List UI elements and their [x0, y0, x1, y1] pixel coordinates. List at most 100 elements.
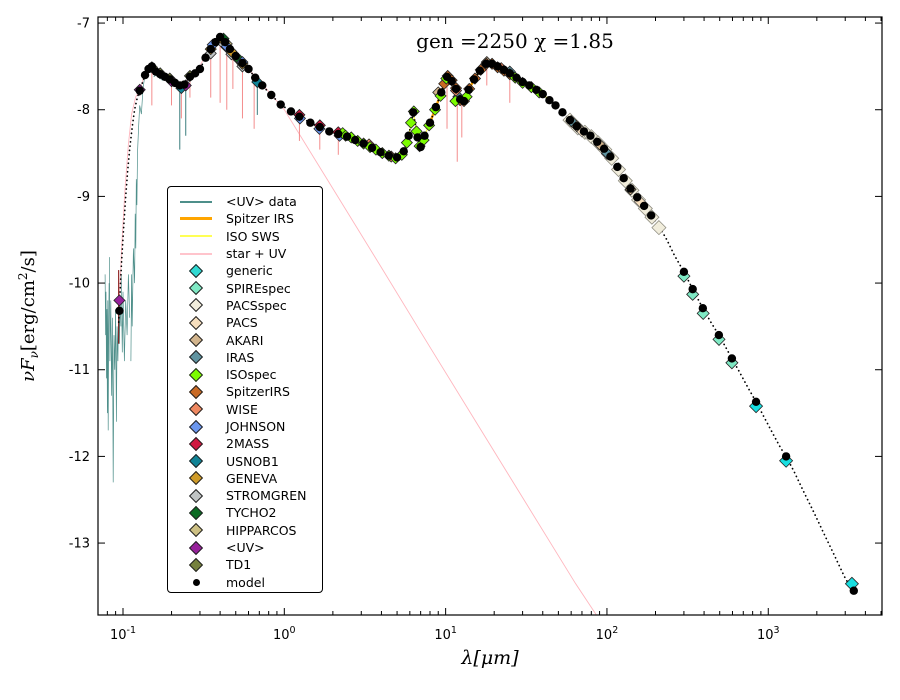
- legend-label: TD1: [226, 557, 252, 573]
- legend-diamond-swatch: [178, 315, 214, 330]
- x-tick-label: 10-1: [110, 625, 136, 643]
- marker-model-dots: [384, 151, 394, 160]
- marker-model-dots: [215, 32, 225, 42]
- y-tick-label: -10: [69, 277, 90, 292]
- marker-model-dots: [475, 66, 485, 75]
- marker-model-dots: [295, 112, 304, 121]
- marker-model-dots: [525, 81, 534, 90]
- legend-label: JOHNSON: [226, 419, 286, 434]
- legend-item-isospec: ISOspec: [178, 366, 322, 383]
- legend-diamond-swatch: [178, 523, 214, 538]
- marker-model-dots: [572, 122, 581, 131]
- marker-model-dots: [334, 129, 343, 139]
- marker-model-dots: [409, 108, 418, 117]
- marker-model-dots: [276, 100, 285, 109]
- marker-model-dots: [206, 44, 215, 54]
- series-uv-spectrum-noise: [130, 65, 152, 362]
- marker-model-dots: [416, 142, 425, 152]
- marker-model-dots: [632, 193, 642, 202]
- marker-model-dots: [592, 137, 602, 146]
- marker-model-dots: [392, 153, 402, 162]
- legend-item-stromgren: STROMGREN: [178, 487, 322, 504]
- marker-model-dots: [399, 147, 408, 156]
- x-axis-label: λ[μm]: [460, 647, 519, 669]
- marker-model-dots: [639, 201, 649, 211]
- legend-label: <UV>: [226, 540, 265, 556]
- legend-item-spirespec: SPIREspec: [178, 279, 322, 296]
- marker-model-dots: [626, 184, 635, 193]
- marker-model-dots: [231, 51, 240, 61]
- marker-model-dots: [244, 64, 253, 74]
- marker-model-dots: [714, 330, 724, 340]
- legend-item-2mass: 2MASS: [178, 435, 322, 452]
- y-tick-label: -12: [69, 450, 90, 465]
- marker-model-dots: [532, 85, 541, 95]
- marker-model-dots: [493, 62, 502, 71]
- x-tick-label: 100: [273, 625, 296, 643]
- legend-diamond-swatch: [178, 263, 214, 278]
- legend-label: PACSspec: [226, 297, 287, 313]
- marker-model-dots: [342, 132, 352, 141]
- marker-model-dots: [431, 102, 441, 112]
- marker-model-dots: [350, 135, 360, 145]
- marker-model-dots: [325, 127, 334, 136]
- legend-line-swatch: [178, 200, 214, 203]
- marker-pacsspec-points: [651, 220, 667, 236]
- marker-model-dots: [545, 96, 554, 105]
- series-uv-spectrum-noise: [120, 274, 131, 362]
- legend-label: STROMGREN: [226, 488, 307, 504]
- marker-model-dots: [565, 115, 575, 125]
- marker-model-dots: [849, 586, 858, 595]
- legend-item-td1: TD1: [178, 556, 322, 573]
- marker-model-dots: [413, 133, 422, 142]
- legend-label: HIPPARCOS: [226, 522, 297, 538]
- legend-label: <UV> data: [226, 194, 297, 210]
- legend-diamond-swatch: [178, 454, 214, 469]
- legend-label: WISE: [226, 401, 258, 417]
- marker-model-dots: [201, 53, 210, 62]
- marker-model-dots: [359, 139, 368, 148]
- legend-label: GENEVA: [226, 470, 278, 486]
- legend-diamond-swatch: [178, 298, 214, 313]
- marker-model-dots: [267, 90, 276, 100]
- legend-diamond-swatch: [178, 402, 214, 417]
- marker-model-dots: [606, 152, 615, 161]
- marker-model-dots: [579, 127, 589, 136]
- marker-model-dots: [225, 44, 235, 54]
- y-tick-label: -13: [69, 537, 90, 552]
- x-tick-label: 101: [434, 625, 457, 643]
- marker-model-dots: [135, 86, 144, 95]
- marker-model-dots: [376, 148, 385, 157]
- marker-model-dots: [613, 162, 622, 172]
- x-tick-label: 102: [596, 625, 619, 643]
- y-tick-label: -7: [77, 17, 90, 32]
- marker-model-dots: [751, 397, 761, 406]
- marker-isospec-points: [404, 116, 418, 129]
- legend-label: SPIREspec: [226, 280, 291, 296]
- y-tick-label: -9: [77, 190, 90, 205]
- legend-diamond-swatch: [178, 419, 214, 434]
- marker-model-dots: [558, 108, 567, 117]
- marker-model-dots: [367, 143, 377, 153]
- marker-model-dots: [250, 73, 260, 82]
- marker-uv-phot-points: [113, 294, 126, 307]
- marker-model-dots: [180, 80, 189, 89]
- legend-item-star-uv: star + UV: [178, 245, 322, 262]
- legend-line-swatch: [178, 235, 214, 238]
- legend-label: 2MASS: [226, 436, 270, 452]
- legend-diamond-swatch: [178, 332, 214, 348]
- legend-item-iso-sws: ISO SWS: [178, 228, 322, 245]
- legend-label: USNOB1: [226, 453, 279, 469]
- y-axis-label: νFν[erg/cm2/s]: [16, 250, 41, 382]
- marker-model-dots: [469, 75, 479, 84]
- legend-item-spitzerirs: SpitzerIRS: [178, 383, 322, 400]
- legend-diamond-swatch: [178, 505, 214, 521]
- marker-model-dots: [306, 118, 315, 127]
- marker-model-dots: [437, 88, 446, 97]
- legend-item-spitzer-irs: Spitzer IRS: [178, 210, 322, 227]
- marker-model-dots: [599, 144, 609, 153]
- y-tick-label: -11: [69, 363, 90, 378]
- legend-item--uv-: <UV>: [178, 539, 322, 556]
